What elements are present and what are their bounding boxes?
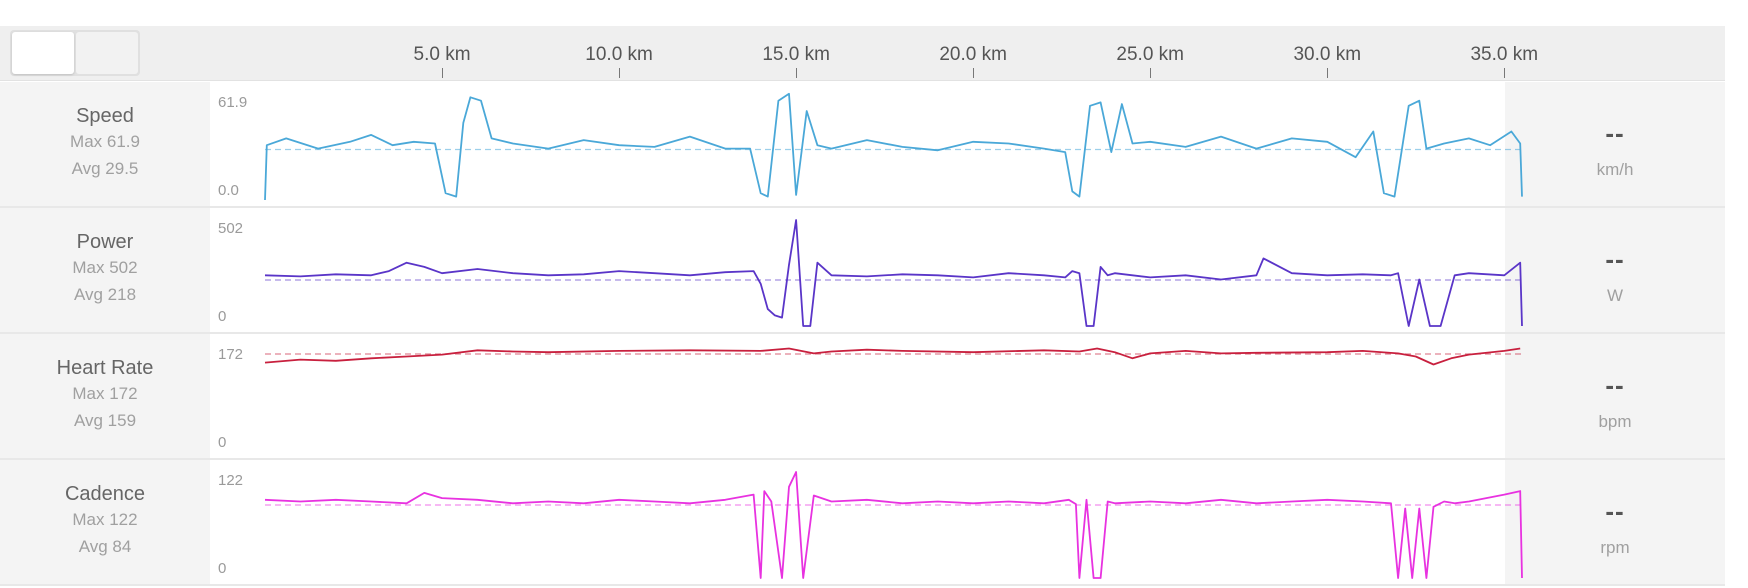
view-toggle[interactable] <box>10 30 140 76</box>
axis-tick-mark <box>1504 68 1506 78</box>
axis-tick-label: 5.0 km <box>413 44 471 65</box>
metric-max: Max 61.9 <box>70 132 140 151</box>
metric-plot-area[interactable] <box>210 82 1505 206</box>
metric-name: Speed <box>76 105 134 127</box>
metric-avg: Avg 29.5 <box>71 159 139 178</box>
axis-tick-label: 35.0 km <box>1470 44 1539 65</box>
y-axis-min-label: 0 <box>218 560 227 577</box>
y-axis-max-label: 122 <box>218 472 244 489</box>
series-line-speed <box>264 92 1523 201</box>
metric-row-cadence: Cadence Max 122 Avg 84 122 0 -- rpm <box>0 460 1725 584</box>
metric-unit: km/h <box>1596 160 1634 179</box>
metric-avg: Avg 159 <box>73 411 137 430</box>
row-divider <box>0 458 1725 460</box>
metric-summary: Heart Rate Max 172 Avg 159 <box>0 334 210 458</box>
metric-current-value: -- <box>1605 118 1625 148</box>
metric-current: -- bpm <box>1505 334 1725 458</box>
axis-tick-label: 10.0 km <box>585 44 653 65</box>
metric-name: Power <box>76 231 134 253</box>
y-axis-max-label: 172 <box>218 346 244 363</box>
row-divider <box>0 206 1725 208</box>
metric-summary: Power Max 502 Avg 218 <box>0 208 210 332</box>
axis-tick-label: 25.0 km <box>1116 44 1184 65</box>
y-axis-min-label: 0.0 <box>218 182 239 199</box>
y-axis-min-label: 0 <box>218 434 227 451</box>
metric-summary: Speed Max 61.9 Avg 29.5 <box>0 82 210 206</box>
axis-tick-mark <box>1327 68 1329 78</box>
series-line-heart-rate <box>264 347 1521 366</box>
metric-current: -- rpm <box>1505 460 1725 584</box>
axis-tick-label: 15.0 km <box>762 44 830 65</box>
metric-unit: rpm <box>1600 538 1630 557</box>
row-divider <box>0 332 1725 334</box>
row-divider <box>0 584 1725 586</box>
axis-tick-label: 30.0 km <box>1293 44 1362 65</box>
axis-tick-mark <box>1150 68 1152 78</box>
distance-axis-bar <box>0 26 1725 81</box>
top-strip <box>0 0 1748 26</box>
axis-tick-label: 20.0 km <box>939 44 1007 65</box>
toggle-option-left[interactable] <box>12 32 74 74</box>
metric-plot-area[interactable] <box>210 460 1505 584</box>
axis-tick-mark <box>973 68 975 78</box>
y-axis-max-label: 502 <box>218 220 244 237</box>
metric-current: -- km/h <box>1505 82 1725 206</box>
metric-current-value: -- <box>1605 496 1625 526</box>
metric-unit: W <box>1606 286 1624 305</box>
metric-name: Cadence <box>64 483 146 505</box>
metric-avg: Avg 218 <box>73 285 137 304</box>
metric-row-power: Power Max 502 Avg 218 502 0 -- W <box>0 208 1725 332</box>
metric-max: Max 502 <box>72 258 138 277</box>
metric-current-value: -- <box>1605 244 1625 274</box>
axis-tick-mark <box>442 68 444 78</box>
metric-plot-area[interactable] <box>210 208 1505 332</box>
metric-unit: bpm <box>1598 412 1632 431</box>
series-line-cadence <box>264 471 1523 579</box>
axis-tick-mark <box>619 68 621 78</box>
metric-summary: Cadence Max 122 Avg 84 <box>0 460 210 584</box>
metric-current-value: -- <box>1605 370 1625 400</box>
y-axis-min-label: 0 <box>218 308 227 325</box>
metric-current: -- W <box>1505 208 1725 332</box>
series-line-power <box>264 219 1523 327</box>
metric-row-speed: Speed Max 61.9 Avg 29.5 61.9 0.0 -- km/h <box>0 82 1725 206</box>
axis-tick-mark <box>796 68 798 78</box>
metric-avg: Avg 84 <box>78 537 132 556</box>
toggle-option-right[interactable] <box>76 32 138 74</box>
y-axis-max-label: 61.9 <box>218 94 248 111</box>
metric-max: Max 172 <box>72 384 138 403</box>
metric-name: Heart Rate <box>56 357 154 379</box>
metric-max: Max 122 <box>72 510 138 529</box>
